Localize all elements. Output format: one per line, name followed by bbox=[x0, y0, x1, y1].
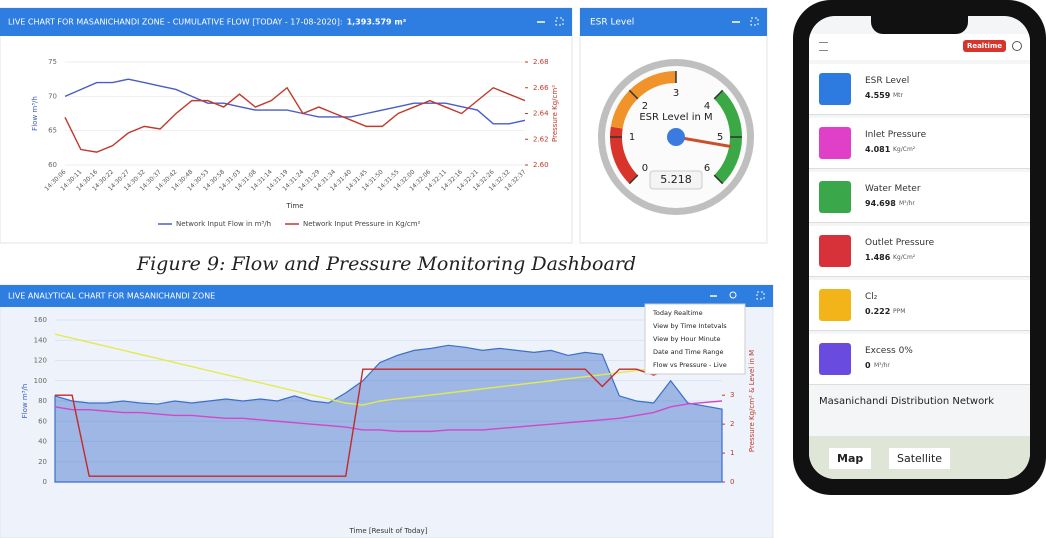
satellite-tab[interactable]: Satellite bbox=[889, 448, 950, 469]
y-tick-label: 65 bbox=[48, 127, 57, 135]
metric-value: 0 bbox=[865, 361, 871, 370]
bottom-title: LIVE ANALYTICAL CHART FOR MASANICHANDI Z… bbox=[8, 292, 215, 301]
metric-icon bbox=[819, 343, 851, 375]
y-tick-label: 60 bbox=[38, 417, 47, 425]
y-tick-label: 20 bbox=[38, 458, 47, 466]
notch bbox=[871, 16, 968, 34]
metric-value: 0.222 bbox=[865, 307, 890, 316]
map: Map Satellite bbox=[809, 436, 1030, 479]
y2-tick-label: 2.68 bbox=[533, 58, 549, 66]
y-tick-label: 120 bbox=[34, 357, 47, 365]
power-icon[interactable] bbox=[1012, 41, 1022, 51]
top-title: LIVE CHART FOR MASANICHANDI ZONE - CUMUL… bbox=[8, 18, 343, 27]
metric-icon bbox=[819, 289, 851, 321]
metric-label: Excess 0% bbox=[865, 346, 913, 356]
map-tab[interactable]: Map bbox=[829, 448, 871, 469]
y-tick-label: 70 bbox=[48, 92, 57, 100]
metric-icon bbox=[819, 127, 851, 159]
gauge-tick-label: 3 bbox=[673, 88, 679, 99]
page: LIVE CHART FOR MASANICHANDI ZONE - CUMUL… bbox=[0, 0, 1046, 538]
menu-item[interactable]: View by Time Intetvals bbox=[653, 322, 727, 330]
y2-tick-label: 2.62 bbox=[533, 135, 549, 143]
menu-item[interactable]: Flow vs Pressure - Live bbox=[653, 361, 727, 369]
metric-value: 94.698 bbox=[865, 199, 896, 208]
metric-label: Cl₂ bbox=[865, 292, 877, 302]
y-tick-label: 140 bbox=[34, 336, 47, 344]
legend-label: Network Input Pressure in Kg/cm² bbox=[303, 220, 421, 228]
y2-tick-label: 0 bbox=[730, 478, 734, 486]
metric-label: Inlet Pressure bbox=[865, 130, 926, 140]
legend-label: Network Input Flow in m³/h bbox=[176, 220, 271, 228]
gauge-tick-label: 6 bbox=[704, 163, 710, 174]
phone-frame: Realtime Masanichandi Distribution Netwo… bbox=[793, 0, 1046, 495]
metric-value: 4.081 bbox=[865, 145, 890, 154]
metric-label: ESR Level bbox=[865, 76, 909, 86]
app-bar: Realtime bbox=[809, 34, 1030, 60]
metric-label: Outlet Pressure bbox=[865, 238, 934, 248]
gauge-hub bbox=[667, 128, 685, 146]
metric-icon bbox=[819, 235, 851, 267]
metric-unit: Mtr bbox=[893, 92, 903, 99]
metric-unit: PPM bbox=[893, 308, 905, 315]
y2-tick-label: 2 bbox=[730, 420, 734, 428]
y2-axis-label: Pressure Kg/cm² & Level in M bbox=[748, 350, 756, 452]
gauge-value: 5.218 bbox=[660, 173, 692, 186]
gauge-tick-label: 4 bbox=[704, 101, 710, 112]
y2-tick-label: 2.64 bbox=[533, 110, 549, 118]
y-axis-label: Flow m³/h bbox=[21, 384, 29, 419]
section-title: Masanichandi Distribution Network bbox=[819, 396, 994, 407]
metric-value: 1.486 bbox=[865, 253, 890, 262]
gauge-tick-label: 2 bbox=[642, 101, 648, 112]
menu-item[interactable]: View by Hour Minute bbox=[653, 335, 720, 343]
x-axis-label: Time [Result of Today] bbox=[349, 527, 428, 535]
y-axis-label: Flow m³/h bbox=[31, 96, 39, 131]
realtime-badge[interactable]: Realtime bbox=[963, 40, 1006, 52]
menu-icon[interactable] bbox=[819, 42, 828, 51]
y-tick-label: 0 bbox=[43, 478, 47, 486]
y-tick-label: 80 bbox=[38, 397, 47, 405]
gauge-title: ESR Level bbox=[590, 18, 634, 28]
figure-caption: Figure 9: Flow and Pressure Monitoring D… bbox=[0, 253, 773, 275]
phone-screen: Realtime Masanichandi Distribution Netwo… bbox=[809, 16, 1030, 479]
y2-tick-label: 2.66 bbox=[533, 84, 549, 92]
gauge-tick-label: 1 bbox=[629, 132, 635, 143]
y2-tick-label: 2.60 bbox=[533, 161, 549, 169]
menu-item[interactable]: Date and Time Range bbox=[653, 348, 723, 356]
metric-unit: M³/hr bbox=[874, 362, 890, 369]
x-axis-label: Time bbox=[285, 202, 303, 210]
top-title-value: 1,393.579 m³ bbox=[347, 18, 407, 27]
y-tick-label: 100 bbox=[34, 377, 47, 385]
y-tick-label: 60 bbox=[48, 161, 57, 169]
metric-icon bbox=[819, 73, 851, 105]
y2-tick-label: 3 bbox=[730, 391, 734, 399]
y2-tick-label: 1 bbox=[730, 449, 734, 457]
metric-value: 4.559 bbox=[865, 91, 890, 100]
y2-axis-label: Pressure Kg/cm² bbox=[551, 85, 559, 142]
y-tick-label: 40 bbox=[38, 438, 47, 446]
gauge-tick-label: 5 bbox=[717, 132, 723, 143]
metric-unit: Kg/Cm² bbox=[893, 146, 915, 153]
gauge-tick-label: 0 bbox=[642, 163, 648, 174]
y-tick-label: 75 bbox=[48, 58, 57, 66]
y-tick-label: 160 bbox=[34, 316, 47, 324]
metric-unit: Kg/Cm² bbox=[893, 254, 915, 261]
metric-label: Water Meter bbox=[865, 184, 921, 194]
gauge-label: ESR Level in M bbox=[639, 112, 712, 123]
metric-unit: M³/hr bbox=[899, 200, 915, 207]
menu-item[interactable]: Today Realtime bbox=[652, 309, 703, 317]
metric-icon bbox=[819, 181, 851, 213]
